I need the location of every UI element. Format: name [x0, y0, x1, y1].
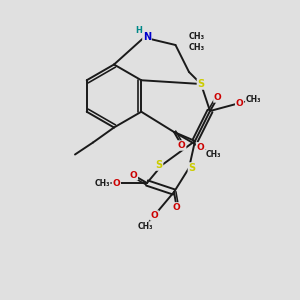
Text: O: O	[196, 143, 204, 152]
Text: CH₃: CH₃	[137, 222, 153, 231]
Text: CH₃: CH₃	[94, 178, 110, 188]
Text: O: O	[151, 211, 158, 220]
Text: CH₃: CH₃	[246, 95, 261, 104]
Text: O: O	[214, 93, 222, 102]
Text: O: O	[178, 141, 186, 150]
Text: O: O	[112, 178, 120, 188]
Text: CH₃: CH₃	[205, 150, 221, 159]
Text: O: O	[130, 171, 137, 180]
Text: CH₃: CH₃	[189, 44, 205, 52]
Text: N: N	[143, 32, 151, 43]
Text: S: S	[197, 79, 205, 89]
Text: S: S	[155, 160, 163, 170]
Text: S: S	[188, 163, 196, 173]
Text: O: O	[173, 203, 181, 212]
Text: H: H	[135, 26, 142, 35]
Text: O: O	[236, 99, 243, 108]
Text: CH₃: CH₃	[189, 32, 205, 41]
